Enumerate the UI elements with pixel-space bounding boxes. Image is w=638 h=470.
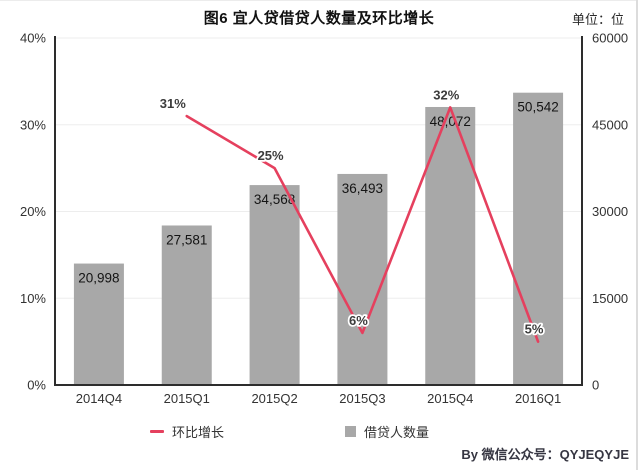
- bar-2016Q1: [513, 92, 564, 386]
- x-label-2015Q3: 2015Q3: [339, 391, 385, 406]
- x-label-2014Q4: 2014Q4: [76, 391, 122, 406]
- unit-label: 单位：位: [571, 12, 624, 27]
- bar-2015Q2: [249, 185, 300, 385]
- combo-chart-plot: 20,998 27,581 34,568 36,493 48,072 50,542 31% 2…: [20, 31, 628, 407]
- bar-2015Q3: [337, 173, 388, 385]
- bar-label-2015Q4: 48,072: [430, 114, 471, 129]
- bar-label-2015Q3: 36,493: [342, 181, 383, 196]
- bar-series-swatch: [345, 426, 356, 437]
- chart-title: 图6 宜人贷借贷人数量及环比增长: [203, 10, 435, 27]
- x-label-2015Q4: 2015Q4: [427, 391, 473, 406]
- line-label-2015Q2: 25%: [258, 148, 284, 163]
- legend-label-line: 环比增长: [172, 425, 225, 440]
- left-axis-tick: 0%: [27, 378, 46, 393]
- line-series-swatch: [150, 430, 164, 433]
- left-axis-tick: 10%: [20, 291, 46, 306]
- right-axis-tick: 45000: [592, 117, 628, 132]
- legend-item-line: 环比增长: [150, 422, 224, 441]
- bar-2015Q4: [425, 106, 476, 386]
- legend-item-bar: 借贷人数量: [345, 422, 429, 441]
- x-label-2015Q2: 2015Q2: [251, 391, 297, 406]
- x-label-2015Q1: 2015Q1: [164, 391, 210, 406]
- left-axis-tick: 40%: [20, 31, 46, 46]
- line-label-2015Q3: 6%: [349, 313, 368, 328]
- bar-label-2016Q1: 50,542: [517, 100, 558, 115]
- right-axis-tick: 60000: [592, 31, 628, 46]
- line-label-2015Q4: 32%: [433, 87, 459, 102]
- left-axis-tick: 30%: [20, 117, 46, 132]
- line-label-2015Q1: 31%: [160, 96, 186, 111]
- line-label-2016Q1: 5%: [525, 322, 544, 337]
- footer-credit: By 微信公众号：QYJEQYJE: [461, 447, 629, 462]
- legend: 环比增长 借贷人数量: [0, 422, 638, 442]
- bar-2014Q4: [73, 263, 124, 385]
- bar-label-2015Q2: 34,568: [254, 192, 295, 207]
- x-label-2016Q1: 2016Q1: [515, 391, 561, 406]
- bar-label-2015Q1: 27,581: [166, 232, 207, 247]
- right-axis-tick: 30000: [592, 204, 628, 219]
- growth-line: [185, 106, 540, 343]
- left-axis-tick: 20%: [20, 204, 46, 219]
- bar-label-2014Q4: 20,998: [78, 271, 119, 286]
- legend-label-bar: 借贷人数量: [364, 425, 430, 440]
- right-axis-tick: 0: [592, 378, 599, 393]
- bar-2015Q1: [161, 225, 212, 385]
- right-axis-tick: 15000: [592, 291, 628, 306]
